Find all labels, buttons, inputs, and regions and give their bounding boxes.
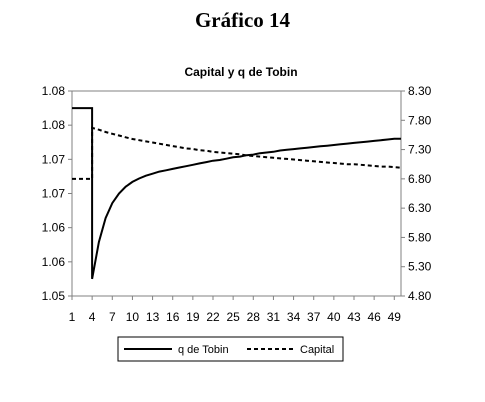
x-tick-label: 4	[89, 310, 96, 324]
right-tick-label: 7.80	[408, 113, 432, 127]
x-tick-label: 37	[307, 310, 321, 324]
plot-area	[71, 90, 402, 297]
left-tick-label: 1.07	[42, 152, 66, 166]
x-tick-label: 7	[109, 310, 116, 324]
series-layer	[72, 107, 402, 280]
right-tick-label: 6.30	[408, 201, 432, 215]
left-tick-label: 1.07	[42, 187, 66, 201]
left-axis: 1.05 1.06 1.06 1.07 1.07 1.08 1.08	[42, 84, 72, 303]
legend-label-capital: Capital	[300, 344, 334, 356]
legend-label-q-de-tobin: q de Tobin	[178, 344, 229, 356]
x-tick-label: 40	[327, 310, 341, 324]
right-tick-label: 6.80	[408, 172, 432, 186]
series-line-capital	[72, 126, 402, 180]
x-tick-label: 49	[388, 310, 402, 324]
x-tick-label: 25	[226, 310, 240, 324]
x-tick-label: 13	[146, 310, 160, 324]
x-tick-label: 10	[126, 310, 140, 324]
right-tick-label: 5.30	[408, 260, 432, 274]
legend: q de Tobin Capital	[117, 336, 344, 362]
right-axis: 4.80 5.30 5.80 6.30 6.80 7.30 7.80 8.30	[401, 84, 432, 303]
x-tick-label: 31	[267, 310, 281, 324]
x-tick-label: 16	[166, 310, 180, 324]
left-tick-label: 1.06	[42, 221, 66, 235]
right-tick-label: 5.80	[408, 230, 432, 244]
right-tick-label: 7.30	[408, 143, 432, 157]
x-axis: 1 4 7 10 13 16 19 22 25 28 31 34 37 40 43 46 49	[69, 296, 402, 324]
x-tick-label: 19	[186, 310, 200, 324]
left-tick-label: 1.08	[42, 84, 66, 98]
page-title: Gráfico 14	[194, 8, 291, 32]
x-tick-label: 34	[287, 310, 301, 324]
x-tick-label: 46	[367, 310, 381, 324]
x-tick-label: 1	[69, 310, 76, 324]
right-tick-label: 8.30	[408, 84, 432, 98]
x-tick-label: 22	[206, 310, 220, 324]
chart-title: Capital y q de Tobin	[184, 65, 297, 79]
left-tick-label: 1.08	[42, 118, 66, 132]
right-tick-label: 4.80	[408, 289, 432, 303]
x-tick-label: 28	[247, 310, 261, 324]
left-tick-label: 1.06	[42, 255, 66, 269]
left-tick-label: 1.05	[42, 289, 66, 303]
series-line-q-de-tobin	[72, 107, 401, 280]
x-tick-label: 43	[347, 310, 361, 324]
